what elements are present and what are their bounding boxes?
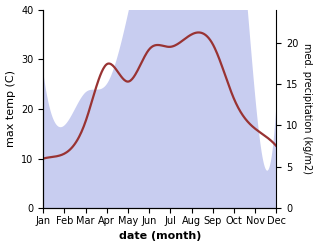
X-axis label: date (month): date (month) bbox=[119, 231, 201, 242]
Y-axis label: med. precipitation (kg/m2): med. precipitation (kg/m2) bbox=[302, 43, 313, 174]
Y-axis label: max temp (C): max temp (C) bbox=[5, 70, 16, 147]
